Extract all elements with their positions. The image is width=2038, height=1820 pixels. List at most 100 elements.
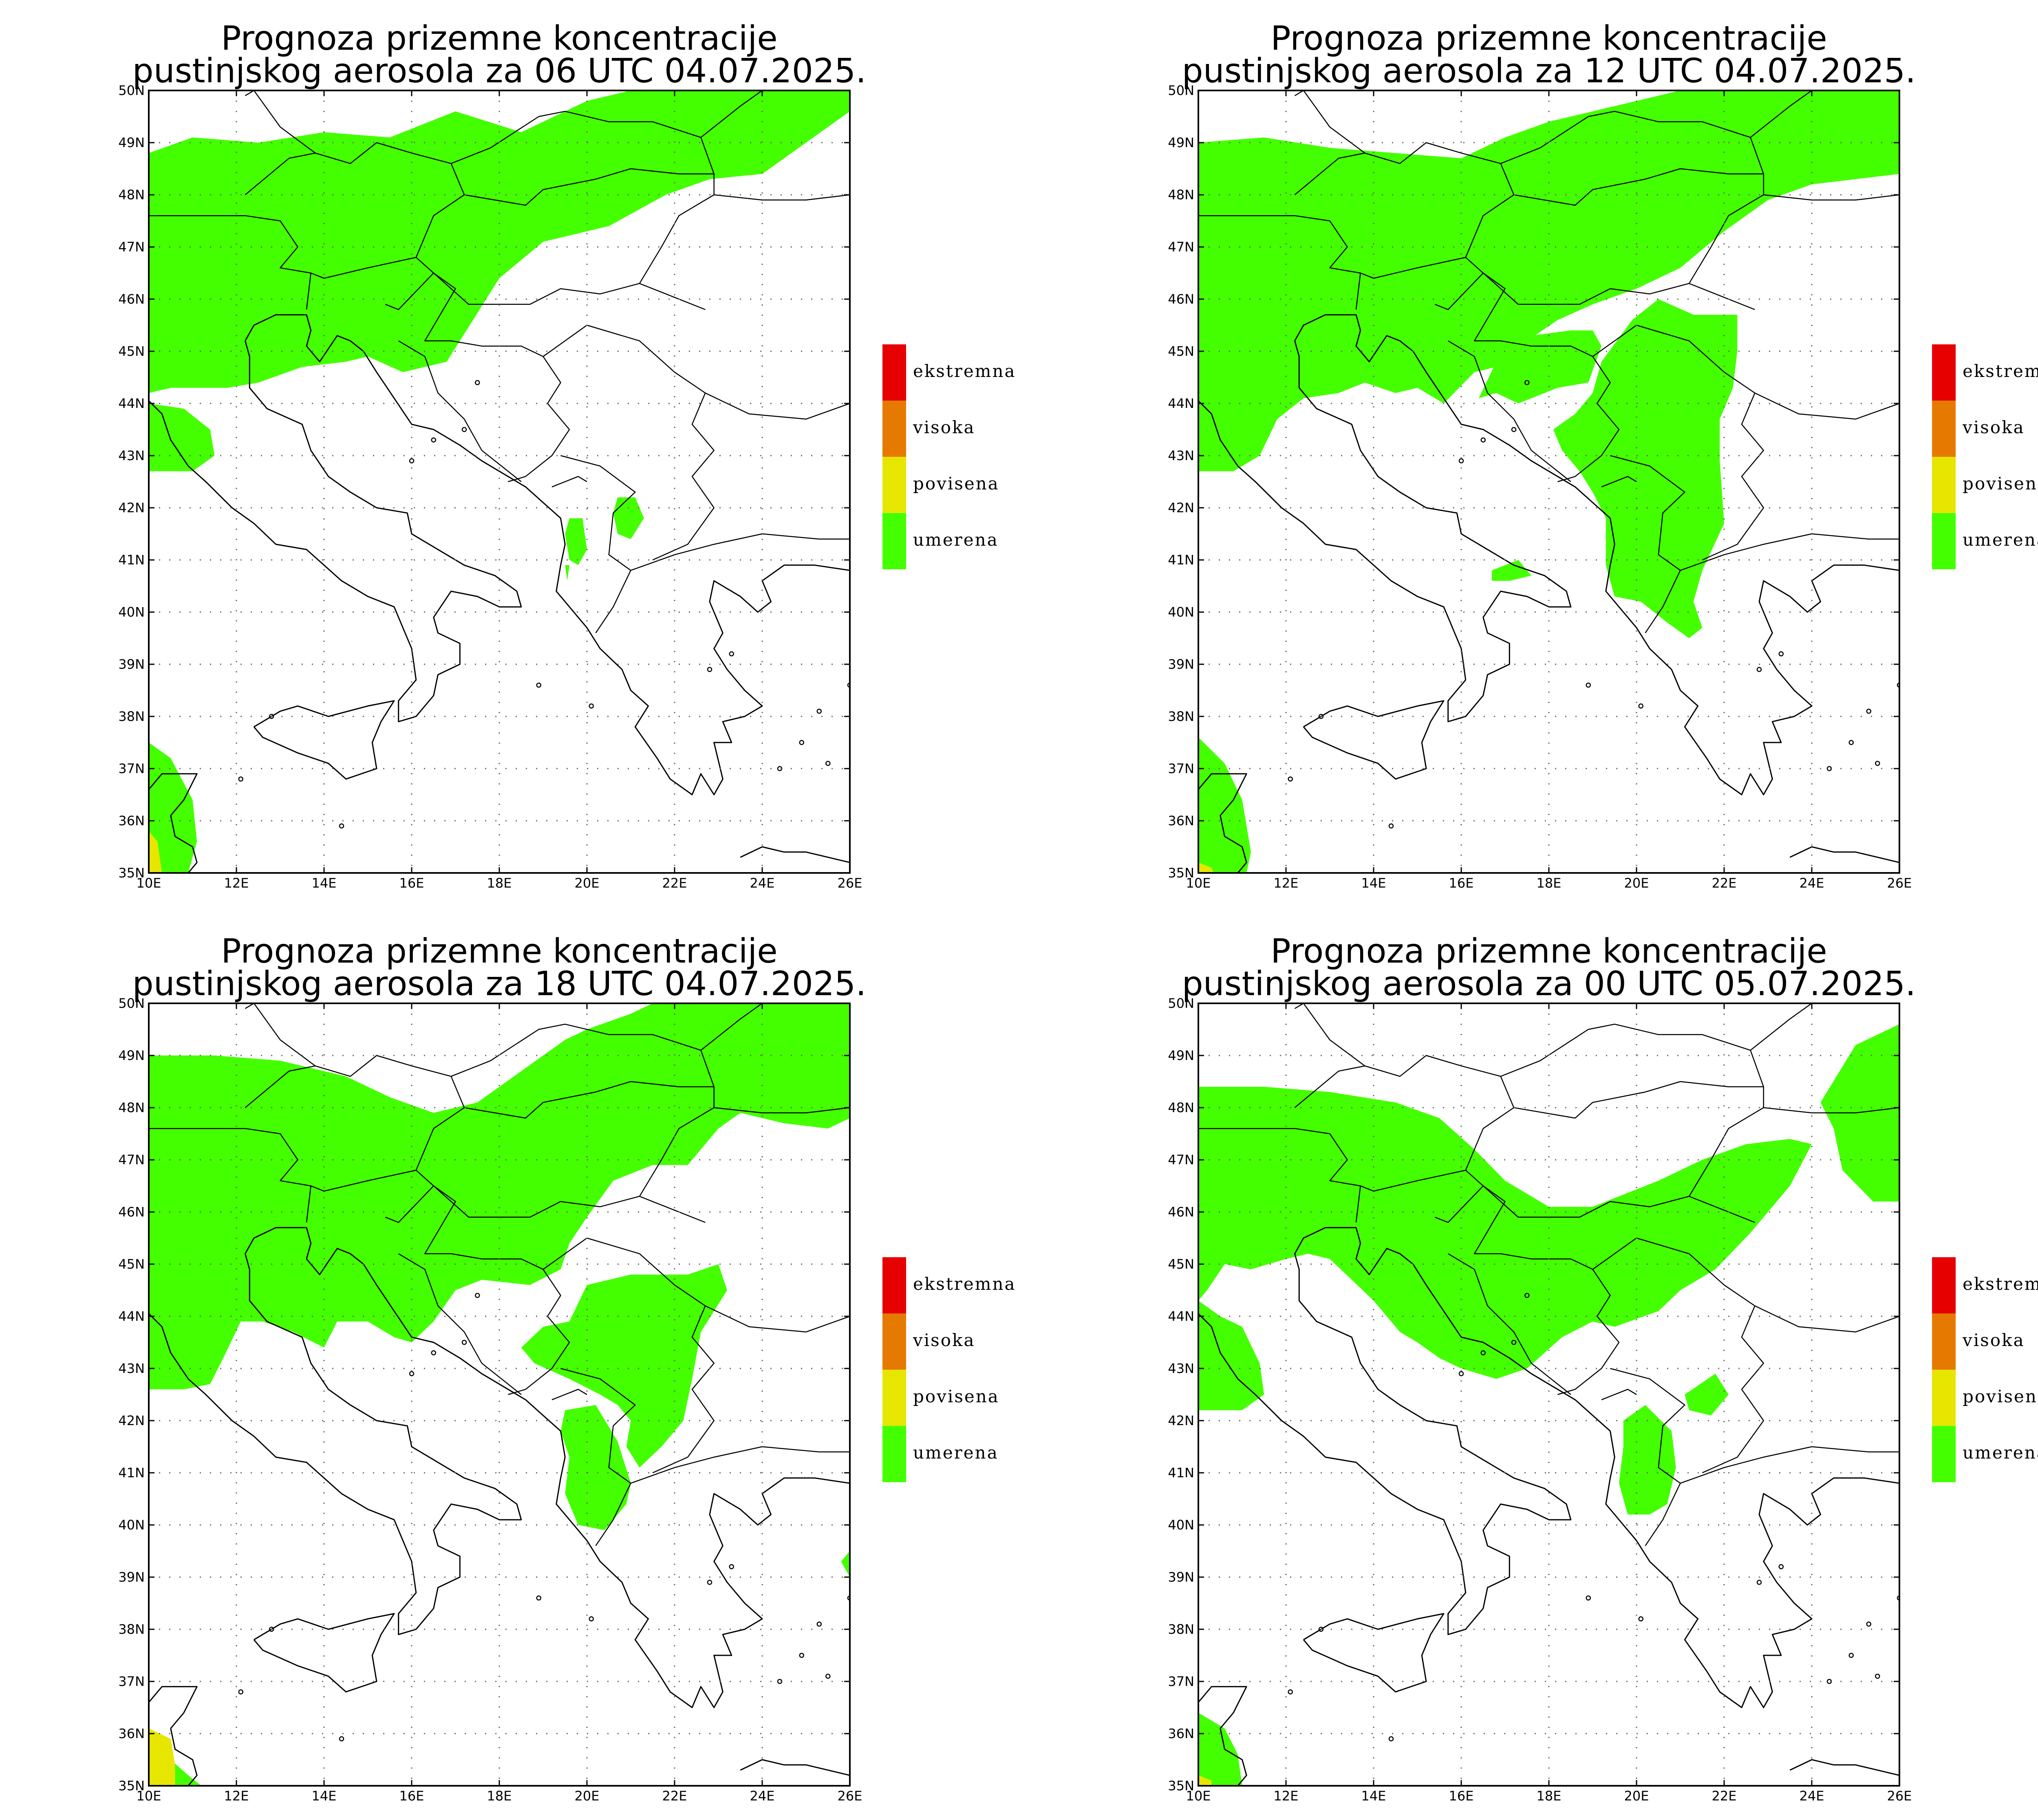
island	[1480, 437, 1486, 443]
island	[1756, 1580, 1762, 1585]
legend-swatch-povisena	[1932, 457, 1956, 513]
country-border	[1465, 1086, 1764, 1218]
lon-tick-label: 16E	[399, 1788, 424, 1804]
lon-tick-label: 24E	[750, 1788, 775, 1804]
lat-tick-label: 43N	[1168, 448, 1194, 463]
lat-tick-label: 42N	[118, 1413, 145, 1428]
legend-swatch-ekstremna	[882, 1257, 906, 1313]
country-border	[1689, 1196, 1755, 1223]
aerosol-region-umerena	[1820, 1024, 1899, 1202]
panel-00utc: Prognoza prizemne koncentracije pustinjs…	[1168, 932, 1916, 1804]
aerosol-areas	[149, 1003, 850, 1786]
lon-tick-label: 20E	[1624, 1788, 1649, 1804]
country-border	[1592, 1237, 1764, 1474]
lat-tick-label: 39N	[1168, 657, 1194, 672]
island	[1318, 714, 1324, 719]
island	[1897, 682, 1899, 688]
country-border	[149, 215, 311, 310]
panel-12utc: Prognoza prizemne koncentracije pustinjs…	[1168, 19, 1916, 891]
aerosol-region-umerena	[149, 403, 215, 472]
country-border	[1754, 1305, 1899, 1333]
coastline	[1789, 1759, 1899, 1776]
lat-tick-label: 42N	[1168, 500, 1194, 516]
country-border	[700, 1003, 763, 1051]
legend-label-visoka: visoka	[913, 1330, 975, 1350]
lon-tick-label: 12E	[1274, 875, 1299, 891]
legend-label-ekstremna: ekstremna	[1963, 361, 2038, 381]
aerosol-region-umerena	[1553, 299, 1738, 638]
lat-tick-label: 48N	[118, 1100, 145, 1115]
island	[589, 1616, 594, 1622]
lon-tick-label: 16E	[1449, 875, 1474, 891]
lon-tick-label: 18E	[1537, 1788, 1562, 1804]
aerosol-areas	[149, 90, 850, 873]
lon-tick-label: 22E	[1712, 1788, 1737, 1804]
country-border	[1198, 1128, 1361, 1223]
legend-swatch-umerena	[882, 513, 906, 569]
panel-title-line1: Prognoza prizemne koncentracije	[1270, 19, 1827, 58]
country-border	[551, 1388, 587, 1400]
country-border	[1294, 1003, 1365, 1066]
lat-tick-label: 47N	[1168, 1152, 1194, 1168]
country-border	[1601, 1388, 1637, 1400]
aerosol-region-umerena	[1479, 330, 1601, 403]
country-border	[1294, 90, 1365, 154]
island	[409, 1371, 415, 1377]
lat-tick-label: 44N	[1168, 396, 1194, 411]
aerosol-region-umerena	[1685, 1373, 1729, 1416]
aerosol-region-umerena	[149, 1003, 850, 1390]
lat-tick-label: 45N	[1168, 344, 1194, 359]
aerosol-areas	[1198, 90, 1899, 873]
lat-tick-label: 41N	[1168, 552, 1194, 568]
aerosol-region-umerena	[1198, 1086, 1812, 1379]
aerosol-region-umerena	[565, 565, 569, 581]
island	[1458, 1371, 1464, 1377]
lat-tick-label: 47N	[118, 239, 145, 255]
country-border	[245, 1003, 316, 1066]
aerosol-region-umerena	[521, 1264, 727, 1468]
lat-tick-label: 40N	[1168, 1517, 1194, 1533]
lat-tick-label: 39N	[118, 1569, 145, 1585]
aerosol-region-povisena	[1198, 862, 1214, 873]
legend-label-umerena: umerena	[1963, 530, 2038, 550]
country-border	[1500, 1023, 1764, 1119]
axis-ticks: 10E 12E 14E 16E 18E 20E 22E 24E 26E 35N 36N 37N 38N 3…	[118, 996, 862, 1804]
lon-tick-label: 20E	[575, 875, 600, 891]
aerosol-region-umerena	[1198, 1300, 1264, 1410]
coastline	[245, 314, 850, 795]
lat-tick-label: 49N	[1168, 1048, 1194, 1063]
lat-tick-label: 39N	[118, 657, 145, 672]
lat-tick-label: 44N	[118, 396, 145, 411]
aerosol-areas	[1198, 1024, 1899, 1786]
lon-tick-label: 26E	[1887, 875, 1912, 891]
lat-tick-label: 38N	[1168, 1622, 1194, 1637]
aerosol-region-povisena	[149, 831, 162, 873]
lat-tick-label: 41N	[118, 1465, 145, 1481]
country-border	[1610, 455, 1685, 633]
island	[409, 458, 415, 464]
country-border	[714, 1107, 850, 1114]
lat-tick-label: 50N	[1168, 996, 1194, 1011]
coastline	[1198, 1253, 1572, 1635]
legend-swatch-ekstremna	[1932, 344, 1956, 401]
island	[536, 1595, 541, 1601]
island	[339, 823, 344, 829]
legend-label-visoka: visoka	[913, 417, 975, 437]
island	[1511, 1340, 1517, 1345]
lon-tick-label: 10E	[1186, 1788, 1211, 1804]
country-border	[1435, 272, 1620, 483]
lat-tick-label: 40N	[118, 1517, 145, 1533]
lon-tick-label: 26E	[838, 1788, 862, 1804]
island	[1756, 667, 1762, 672]
country-border	[1750, 90, 1812, 138]
country-border	[639, 1196, 706, 1223]
panel-title-line2: pustinjskog aerosola za 12 UTC 04.07.202…	[1182, 52, 1916, 90]
lat-tick-label: 37N	[1168, 1674, 1194, 1689]
lat-tick-label: 36N	[118, 1726, 145, 1741]
country-border	[1435, 1185, 1620, 1395]
lon-tick-label: 22E	[662, 875, 687, 891]
aerosol-region-umerena	[1198, 737, 1251, 873]
aerosol-region-povisena	[1198, 1775, 1212, 1786]
lon-tick-label: 16E	[399, 875, 424, 891]
country-border	[415, 1086, 715, 1218]
